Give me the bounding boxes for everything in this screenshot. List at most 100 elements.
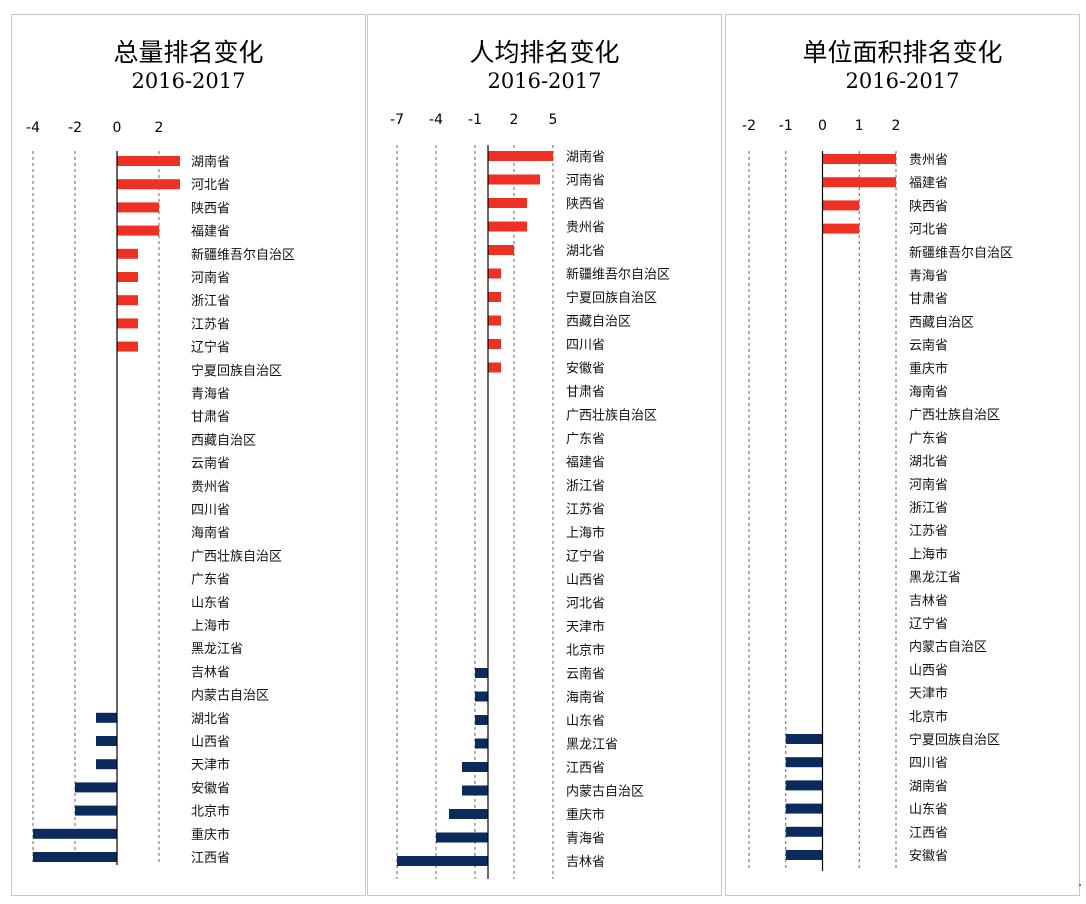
bar-chart-per-area: -2 -1 0 1 2 贵州省福建省陕西省河北省新疆维吾尔自治区青海省甘肃省西藏自治区云南… [742,118,1013,871]
chart-panel-total: 总量排名变化 2016-2017 -4 -2 0 2 湖南省 河北省 陕西省 福建省 新疆维吾尔… [11,14,366,896]
category-label: 安徽省 [566,362,605,377]
x-tick-label: -1 [468,112,482,128]
bar-chart-total: -4 -2 0 2 湖南省河北省陕西省福建省新疆维吾尔自治区河南省浙江省江苏省辽宁省宁夏… [26,120,295,866]
x-tick-label: 2 [510,112,519,128]
category-label: 辽宁省 [909,616,948,632]
category-label: 上海市 [909,546,948,562]
category-label: 上海市 [191,618,230,634]
category-label: 重庆市 [191,827,230,843]
category-label: 黑龙江省 [191,642,243,657]
category-label: 广东省 [566,432,605,447]
bar [488,151,553,161]
chart-panel-per-area: 单位面积排名变化 2016-2017 -2 -1 0 1 2 贵州省 福建省 陕西省 河北省 新疆… [725,14,1080,896]
bar [436,832,488,843]
x-tick-label: -7 [390,112,404,128]
bar [117,295,138,306]
chart-panel-per-capita: 人均排名变化 2016-2017 -7 -4 -1 2 5 湖南省 河南省 陕西省 贵州省 湖北省… [367,14,722,896]
bar [33,828,117,839]
bar [822,177,896,188]
bar [475,691,488,702]
bar [488,221,527,232]
bar [488,315,501,326]
category-label: 重庆市 [566,807,605,823]
category-label: 浙江省 [191,294,230,309]
category-label: 四川省 [909,756,948,771]
bar [117,272,138,282]
bar [822,154,896,164]
corner-mark [1079,884,1081,886]
category-label: 福建省 [191,225,230,240]
category-label: 青海省 [191,387,230,402]
bar [488,174,540,185]
bar [117,318,138,329]
category-label: 河南省 [566,173,605,189]
bar [75,805,117,816]
category-label: 天津市 [566,619,605,635]
category-label: 西藏自治区 [909,315,974,330]
category-label: 吉林省 [566,855,605,870]
category-label: 湖南省 [191,154,230,170]
bar [117,341,138,352]
chart-subtitle: 2016-2017 [487,69,602,93]
category-label: 宁夏回族自治区 [566,290,657,306]
bar [96,712,117,723]
x-tick-label: 1 [855,118,864,134]
category-label: 宁夏回族自治区 [909,732,1000,748]
category-label: 甘肃省 [191,410,230,425]
category-label: 江西省 [909,826,948,841]
bar [397,856,488,866]
category-label: 新疆维吾尔自治区 [566,267,670,283]
category-label: 山东省 [566,714,605,729]
category-label: 吉林省 [909,594,948,609]
category-label: 西藏自治区 [566,315,631,330]
category-label: 浙江省 [909,501,948,516]
category-label: 四川省 [566,338,605,353]
category-label: 陕西省 [566,197,605,212]
bar [75,782,117,793]
chart-title: 人均排名变化 [469,38,620,67]
bar [96,736,117,746]
category-label: 甘肃省 [566,385,605,400]
category-label: 陕西省 [191,201,230,216]
category-label: 广西壮族自治区 [909,407,1000,423]
category-label: 福建省 [909,176,948,191]
category-label: 四川省 [191,503,230,518]
category-label: 天津市 [191,757,230,773]
bar [96,759,117,770]
x-tick-label: -4 [429,112,443,128]
x-tick-label: 5 [549,112,558,128]
category-label: 青海省 [909,269,948,284]
category-label: 湖南省 [566,149,605,165]
category-label: 内蒙古自治区 [566,784,644,800]
x-tick-label: -1 [779,118,793,134]
category-label: 海南省 [909,384,948,400]
category-label: 甘肃省 [909,292,948,307]
category-label: 重庆市 [909,361,948,377]
bar [785,757,823,768]
category-label: 山西省 [909,663,948,678]
category-label: 贵州省 [191,480,230,495]
category-label: 浙江省 [566,479,605,494]
category-label: 云南省 [191,456,230,472]
bar [488,268,501,279]
x-tick-label: 2 [155,120,164,136]
bar [449,809,488,819]
bar [822,223,860,234]
bar [475,715,488,725]
category-label: 天津市 [909,686,948,702]
x-tick-label: -4 [26,120,40,136]
bar [785,780,823,791]
bar [785,826,823,837]
category-label: 河北省 [909,223,948,238]
category-label: 福建省 [566,456,605,471]
category-label: 新疆维吾尔自治区 [909,245,1013,261]
bar [117,156,180,166]
category-label: 北京市 [909,709,948,725]
chart-subtitle: 2016-2017 [845,69,960,93]
category-label: 西藏自治区 [191,433,256,448]
category-label: 贵州省 [566,221,605,236]
category-label: 河南省 [191,270,230,286]
x-tick-label: 2 [892,118,901,134]
category-label: 内蒙古自治区 [191,688,269,704]
bar [785,850,823,860]
